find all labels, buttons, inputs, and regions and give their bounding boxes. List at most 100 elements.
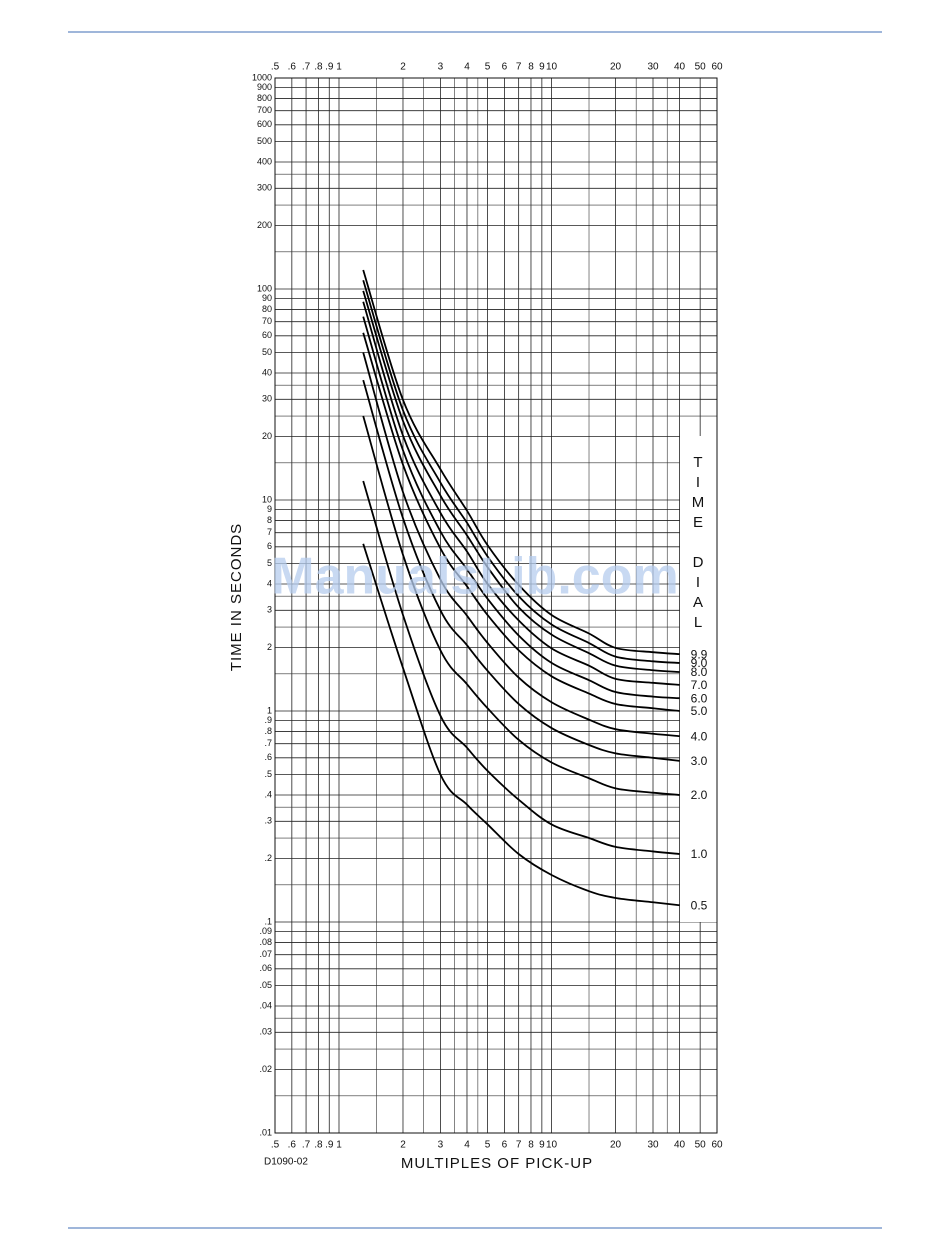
y-tick-label: 9 [267,504,272,514]
x-tick-label-bottom: .8 [314,1140,323,1151]
time-dial-curve [362,332,680,712]
x-tick-label-top: .9 [325,62,334,73]
y-tick-label: 20 [262,431,272,441]
x-tick-label-top: .8 [314,62,323,73]
x-tick-label-top: 5 [485,62,491,73]
x-tick-label-bottom: 9 [539,1140,545,1151]
x-tick-label-bottom: 8 [528,1140,534,1151]
x-tick-label-bottom: 40 [674,1140,686,1151]
y-tick-label: 900 [257,82,272,92]
y-tick-label: 5 [267,558,272,568]
y-tick-label: .7 [264,738,272,748]
x-tick-label-top: .5 [271,62,280,73]
y-tick-label: 80 [262,304,272,314]
x-tick-label-top: 4 [464,62,470,73]
x-tick-label-bottom: .5 [271,1140,280,1151]
y-tick-label: 10 [262,494,272,504]
curve-label: 8.0 [691,665,708,679]
x-tick-label-top: 20 [610,62,622,73]
y-tick-label: .4 [264,789,272,799]
y-tick-label: .1 [264,916,272,926]
y-tick-label: .07 [259,949,272,959]
y-tick-label: 700 [257,105,272,115]
y-tick-label: 50 [262,347,272,357]
curve-label: 6.0 [691,691,708,705]
y-tick-label: 8 [267,515,272,525]
y-tick-label: 30 [262,394,272,404]
y-tick-label: 1000 [252,72,272,82]
y-tick-label: 70 [262,316,272,326]
curve-label: 3.0 [691,754,708,768]
time-dial-curve [362,290,680,673]
x-tick-label-bottom: 50 [695,1140,707,1151]
x-tick-label-bottom: .7 [302,1140,311,1151]
y-tick-label: 60 [262,330,272,340]
curve-label: 9.9 [691,647,708,661]
x-tick-label-top: 10 [546,62,558,73]
x-tick-label-bottom: 10 [546,1140,558,1151]
x-tick-label-bottom: 6 [502,1140,508,1151]
x-tick-label-bottom: .9 [325,1140,334,1151]
x-tick-label-bottom: .6 [288,1140,297,1151]
curve-label: 7.0 [691,678,708,692]
x-axis-label: MULTIPLES OF PICK-UP [401,1155,593,1172]
curve-label: 1.0 [691,847,708,861]
x-tick-label-top: .6 [288,62,297,73]
time-dial-curve [362,415,680,796]
x-tick-label-bottom: 7 [516,1140,522,1151]
watermark: ManualsLib.com [271,548,678,606]
x-tick-label-bottom: 60 [711,1140,723,1151]
y-tick-label: .9 [264,715,272,725]
y-tick-label: 6 [267,541,272,551]
y-tick-label: 7 [267,527,272,537]
time-dial-curve [362,379,680,762]
y-tick-label: 200 [257,220,272,230]
x-tick-label-bottom: 4 [464,1140,470,1151]
y-tick-label: .8 [264,726,272,736]
x-tick-label-top: 8 [528,62,534,73]
x-tick-label-top: 3 [438,62,444,73]
y-tick-label: .01 [259,1127,272,1137]
y-tick-label: .03 [259,1027,272,1037]
y-tick-label: .3 [264,816,272,826]
y-tick-label: 800 [257,93,272,103]
y-axis-label: TIME IN SECONDS [228,523,245,671]
y-tick-label: .6 [264,752,272,762]
y-tick-label: 1 [267,705,272,715]
x-tick-label-top: 30 [647,62,659,73]
y-tick-label: 500 [257,136,272,146]
x-tick-label-bottom: 3 [438,1140,444,1151]
y-tick-label: 90 [262,293,272,303]
x-tick-label-top: 60 [711,62,723,73]
x-tick-label-top: 9 [539,62,545,73]
legend-box [680,436,717,922]
y-tick-label: .06 [259,963,272,973]
curve-label: 4.0 [691,729,708,743]
time-dial-curve [362,480,680,855]
curve-label: 5.0 [691,704,708,718]
x-tick-label-top: 40 [674,62,686,73]
time-dial-curve [362,269,680,656]
time-dial-curve [362,352,680,738]
y-tick-label: 4 [267,578,272,588]
x-tick-label-top: .7 [302,62,311,73]
y-tick-label: .09 [259,926,272,936]
y-tick-label: 400 [257,156,272,166]
x-tick-label-top: 2 [400,62,406,73]
y-tick-label: .02 [259,1064,272,1074]
x-tick-label-top: 1 [336,62,342,73]
time-dial-curve [362,301,680,686]
labels: .5.5.6.6.7.7.8.8.9.911223344556677889910… [252,62,723,1151]
curve-label: 2.0 [691,788,708,802]
y-tick-label: .08 [259,937,272,947]
y-tick-label: .05 [259,980,272,990]
y-tick-label: 3 [267,605,272,615]
y-tick-label: 300 [257,183,272,193]
curve-label: 0.5 [691,898,708,912]
x-tick-label-bottom: 20 [610,1140,622,1151]
y-tick-label: 600 [257,119,272,129]
x-tick-label-bottom: 1 [336,1140,342,1151]
time-dial-curve [362,316,680,700]
x-tick-label-top: 7 [516,62,522,73]
